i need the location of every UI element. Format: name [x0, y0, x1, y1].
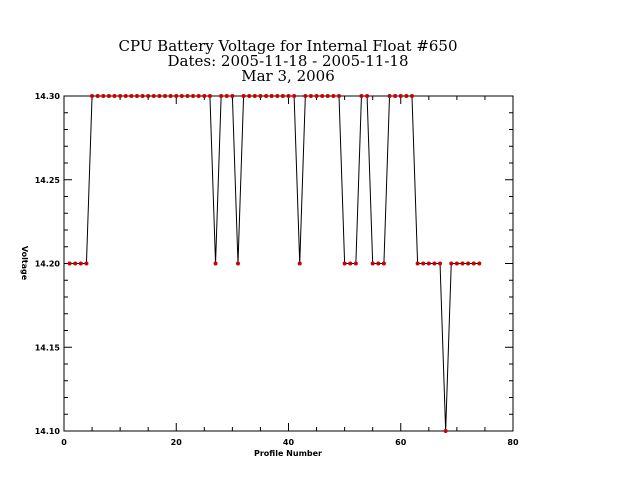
data-point: [213, 261, 218, 266]
data-point: [129, 94, 134, 98]
data-point: [449, 261, 454, 266]
axes: 0 20 40 60 80 14.10 14.15 14.20 14.25 14.30: [35, 92, 519, 447]
data-point: [331, 94, 336, 98]
title-line-3: Mar 3, 2006: [241, 67, 335, 85]
data-point: [409, 94, 414, 98]
data-point: [157, 94, 162, 98]
plot-frame: [63, 95, 514, 432]
data-point: [421, 261, 426, 266]
data-point: [151, 94, 156, 98]
data-point: [73, 261, 78, 266]
data-point: [219, 94, 224, 98]
data-point: [404, 94, 409, 98]
data-point: [292, 94, 297, 98]
title-line-2: Dates: 2005-11-18 - 2005-11-18: [168, 52, 409, 70]
data-point: [146, 94, 151, 98]
data-point: [415, 261, 420, 266]
data-point: [365, 94, 370, 98]
data-point: [381, 261, 386, 266]
data-point: [207, 94, 212, 98]
data-point: [286, 94, 291, 98]
data-point: [112, 94, 117, 98]
data-point: [258, 94, 263, 98]
data-point: [196, 94, 201, 98]
data-point: [348, 261, 353, 266]
data-point: [174, 94, 179, 98]
data-point: [325, 94, 330, 98]
series-group: [67, 94, 482, 433]
data-point: [460, 261, 465, 266]
y-tick-label: 14.20: [35, 260, 61, 269]
data-point: [269, 94, 274, 98]
y-tick-label: 14.15: [35, 343, 61, 352]
data-point: [297, 261, 302, 266]
data-point: [224, 94, 229, 98]
chart-title: CPU Battery Voltage for Internal Float #…: [118, 37, 457, 85]
data-point: [202, 94, 207, 98]
data-point: [185, 94, 190, 98]
data-point: [314, 94, 319, 98]
data-point: [118, 94, 123, 98]
x-tick-label: 20: [171, 438, 183, 447]
x-tick-label: 0: [61, 438, 67, 447]
x-tick-label: 40: [283, 438, 295, 447]
data-point: [432, 261, 437, 266]
data-point: [280, 94, 285, 98]
y-tick-label: 14.30: [35, 92, 61, 101]
x-axis-label: Profile Number: [254, 449, 322, 458]
data-point: [438, 261, 443, 266]
data-point: [252, 94, 257, 98]
data-point: [140, 94, 145, 98]
data-point: [84, 261, 89, 266]
data-point: [370, 261, 375, 266]
data-point: [303, 94, 308, 98]
data-point: [376, 261, 381, 266]
data-point: [90, 94, 95, 98]
data-point: [235, 261, 240, 266]
title-line-1: CPU Battery Voltage for Internal Float #…: [118, 37, 457, 55]
data-point: [134, 94, 139, 98]
data-point: [247, 94, 252, 98]
y-tick-label: 14.25: [35, 176, 61, 185]
data-point: [163, 94, 168, 98]
data-point: [471, 261, 476, 266]
y-tick-label: 14.10: [35, 427, 61, 436]
data-point: [264, 94, 269, 98]
data-point: [466, 261, 471, 266]
data-point: [191, 94, 196, 98]
data-point: [241, 94, 246, 98]
data-point: [95, 94, 100, 98]
data-point: [398, 94, 403, 98]
data-point: [179, 94, 184, 98]
data-point: [393, 94, 398, 98]
data-point: [387, 94, 392, 98]
data-point: [337, 94, 342, 98]
data-point: [320, 94, 325, 98]
data-point: [477, 261, 482, 266]
data-point: [230, 94, 235, 98]
x-tick-label: 80: [507, 438, 519, 447]
data-point: [443, 429, 448, 433]
data-point: [78, 261, 83, 266]
data-point: [123, 94, 128, 98]
data-point: [353, 261, 358, 266]
y-axis-label: Voltage: [20, 246, 29, 281]
data-point: [67, 261, 72, 266]
data-point: [275, 94, 280, 98]
data-point: [454, 261, 459, 266]
x-tick-label: 60: [395, 438, 407, 447]
data-point: [308, 94, 313, 98]
data-point: [168, 94, 173, 98]
data-point: [426, 261, 431, 266]
data-point: [342, 261, 347, 266]
data-point: [359, 94, 364, 98]
data-point: [106, 94, 111, 98]
data-point: [101, 94, 106, 98]
